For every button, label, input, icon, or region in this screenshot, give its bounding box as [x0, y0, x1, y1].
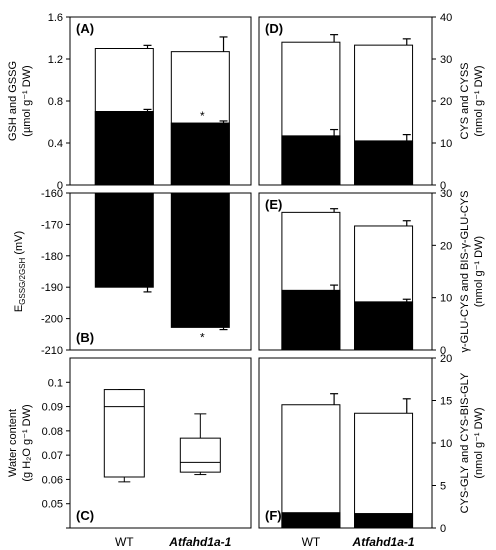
y-tick-label: 0 [440, 523, 446, 535]
y-axis-label: CYS and CYSS (nmol g⁻¹ DW) [459, 62, 485, 139]
y-axis-label-line: (g H₂O g⁻¹ DW) [21, 404, 33, 481]
y-tick-label: 0.1 [48, 377, 63, 389]
y-tick-label: 20 [440, 96, 452, 108]
y-axis-label-line: GSH and GSSG [7, 61, 19, 141]
y-axis-label: EGSSG/2GSH (mV) [13, 231, 27, 312]
y-tick-label: 0 [440, 345, 446, 357]
bar-total [281, 404, 341, 529]
y-tick-label: -200 [41, 314, 63, 326]
x-tick-label: Atfahd1a-1 [168, 535, 231, 549]
bar-lower [170, 122, 230, 186]
panel-label: (F) [265, 508, 282, 523]
y-tick-label: -160 [41, 188, 63, 200]
panel-label: (A) [76, 21, 94, 36]
significance-mark: * [200, 109, 205, 123]
y-tick-label: 10 [440, 438, 452, 450]
x-tick-label: Atfahd1a-1 [352, 535, 415, 549]
y-axis-label-unit: (mV) [13, 231, 25, 258]
y-axis-label: CYS-GLY and CYS-BIS-GLY (nmol g⁻¹ DW) [459, 372, 485, 513]
y-tick-label: 30 [440, 188, 452, 200]
bar-lower [354, 301, 414, 351]
y-tick-label: 0.09 [42, 402, 63, 414]
y-axis-label-line: (nmol g⁻¹ DW) [473, 236, 485, 307]
y-tick-label: -210 [41, 345, 63, 357]
bar-lower [354, 513, 414, 529]
panel-label: (B) [76, 330, 94, 345]
y-axis-label: γ-GLU-CYS and BIS-γ-GLU-CYS (nmol g⁻¹ DW) [459, 191, 485, 353]
panel-c-frame [69, 357, 252, 529]
y-tick-label: 0.08 [42, 426, 63, 438]
y-tick-label: 15 [440, 396, 452, 408]
panel-d: (D) 0 10 20 30 40 CYS and CYSS (nmol g⁻¹ DW) [258, 12, 485, 192]
y-axis-label-main: E [13, 305, 25, 312]
panel-a: (A) 0 0.4 0.8 1.2 1.6 GSH and GSSG (µmol g⁻¹ DW… [7, 12, 252, 192]
panel-f: (F) 0 5 10 15 20 CYS-GLY and CYS-BIS-GLY (nmol … [258, 353, 485, 549]
bar-lower [354, 140, 414, 186]
y-axis-label: GSH and GSSG (µmol g⁻¹ DW) [7, 61, 33, 141]
box-body [179, 437, 221, 473]
y-axis-label-line: CYS and CYSS [459, 62, 471, 139]
y-tick-label: 40 [440, 12, 452, 24]
bar-lower [281, 512, 341, 529]
x-tick-label: WT [115, 535, 134, 549]
y-axis-label-line: (nmol g⁻¹ DW) [473, 65, 485, 136]
y-tick-label: -180 [41, 251, 63, 263]
y-tick-label: 20 [440, 353, 452, 365]
y-tick-label: -170 [41, 219, 63, 231]
panel-label: (E) [265, 197, 282, 212]
y-tick-label: 20 [440, 240, 452, 252]
y-tick-label: -190 [41, 282, 63, 294]
y-tick-label: 0.06 [42, 474, 63, 486]
y-tick-label: 30 [440, 54, 452, 66]
y-tick-label: 0 [440, 180, 446, 192]
box-body [103, 389, 145, 478]
y-axis-label-line: (nmol g⁻¹ DW) [473, 407, 485, 478]
y-tick-label: 10 [440, 138, 452, 150]
bar-total [354, 412, 414, 529]
y-tick-label: 5 [440, 481, 446, 493]
x-tick-label: WT [302, 535, 321, 549]
bar-lower [281, 289, 341, 351]
panel-b-frame [69, 192, 252, 351]
y-axis-label: Water content (g H₂O g⁻¹ DW) [7, 404, 33, 481]
panel-e-frame [258, 192, 433, 351]
y-axis-label-line: (µmol g⁻¹ DW) [21, 65, 33, 136]
panel-c: (C) 0.05 0.06 0.07 0.08 0.09 0.1 Water content(… [7, 357, 252, 549]
y-tick-label: 0.8 [48, 96, 63, 108]
significance-mark: * [200, 331, 205, 345]
y-axis-label-line: γ-GLU-CYS and BIS-γ-GLU-CYS [459, 191, 471, 353]
bar-lower [281, 135, 341, 186]
panel-e: (E) 0 10 20 30 γ-GLU-CYS and BIS-γ-GLU-CYS (nm… [258, 188, 485, 357]
panel-label: (C) [76, 508, 94, 523]
y-axis-label-line: Water content [7, 409, 19, 477]
bar [94, 192, 154, 288]
panel-label: (D) [265, 21, 283, 36]
y-tick-label: 0 [57, 180, 63, 192]
y-axis-label-sub: GSSG/2GSH [18, 257, 27, 304]
panel-b: (B) -160 -170 -180 -190 -200 -210 EGSSG/2GSH (m… [13, 188, 252, 357]
bar-lower [94, 111, 154, 186]
y-tick-label: 1.2 [48, 54, 63, 66]
y-tick-label: 10 [440, 293, 452, 305]
y-tick-label: 0.07 [42, 450, 63, 462]
y-axis-label-line: CYS-GLY and CYS-BIS-GLY [459, 372, 471, 513]
bar [170, 192, 230, 328]
y-tick-label: 1.6 [48, 12, 63, 24]
y-tick-label: 0.05 [42, 499, 63, 511]
y-tick-label: 0.4 [48, 138, 63, 150]
